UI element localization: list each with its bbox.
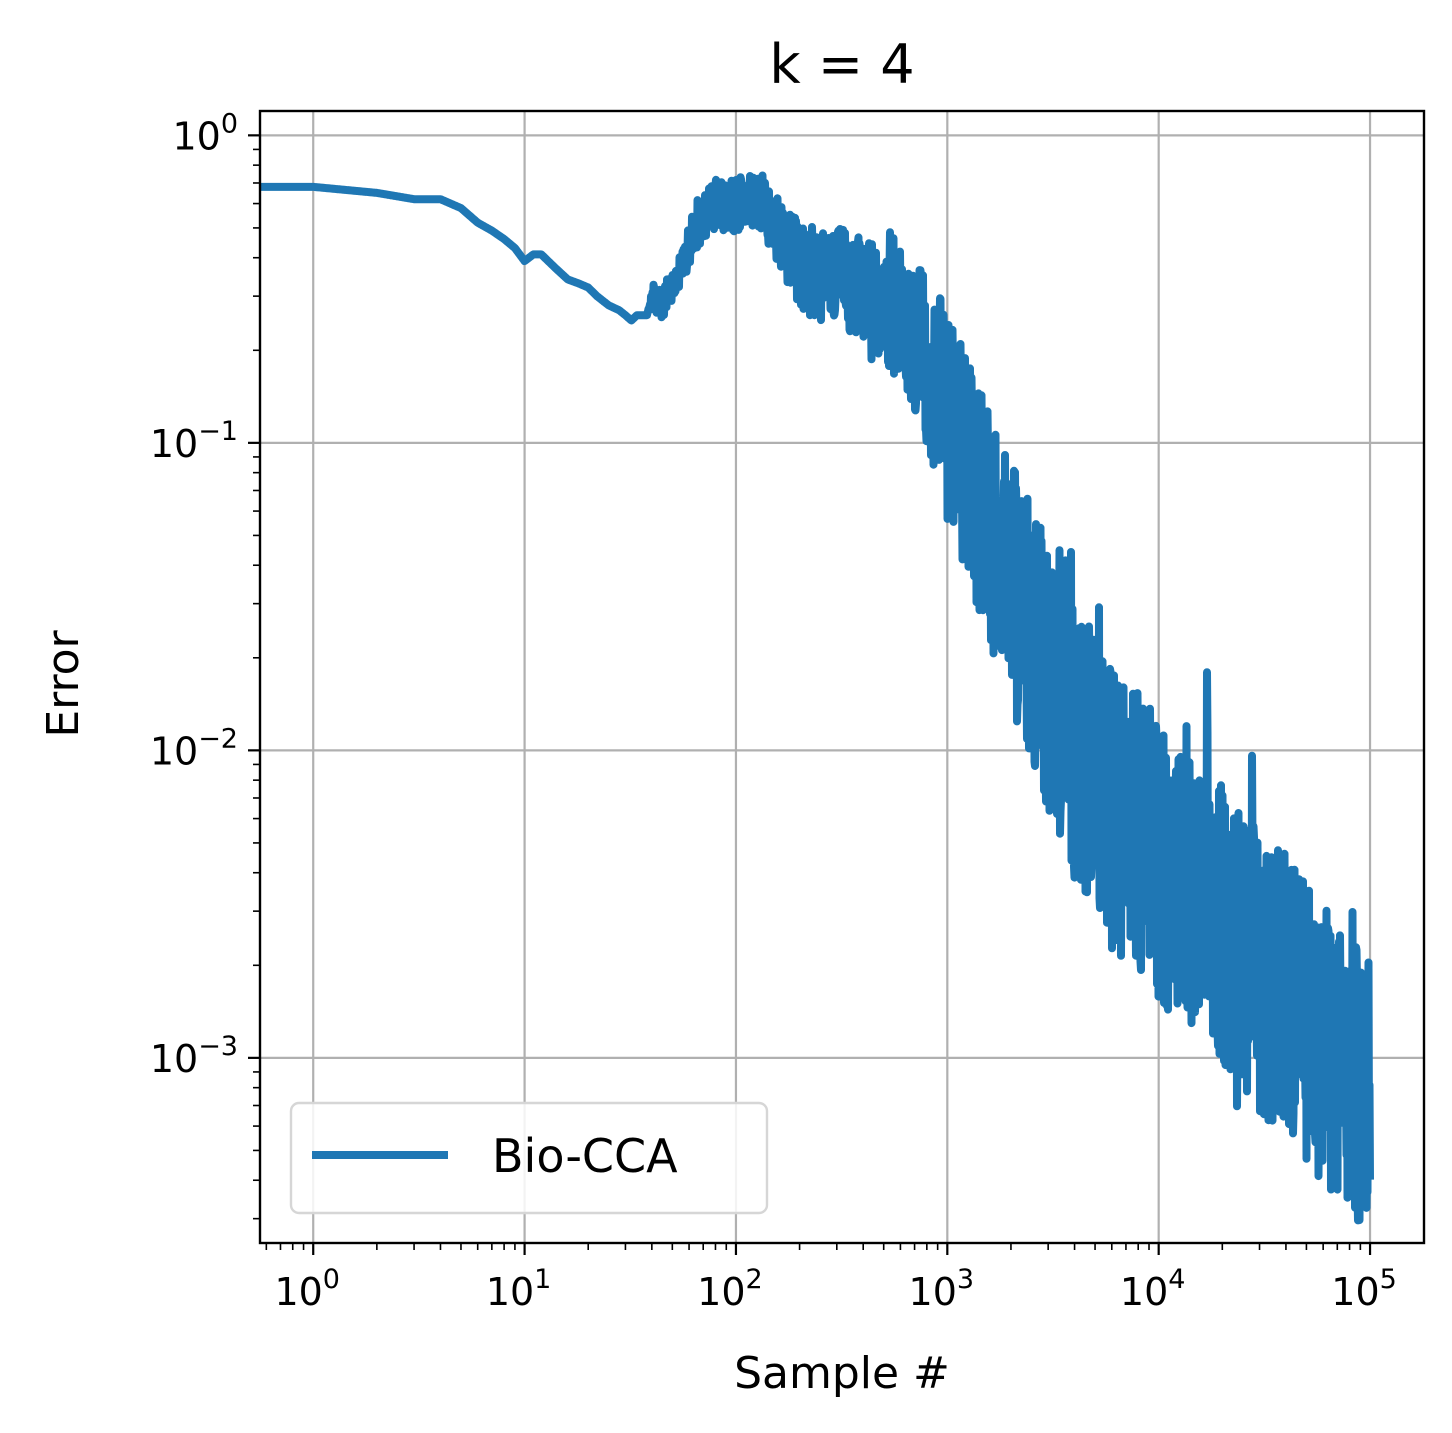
plot-series <box>256 171 1374 1225</box>
y-tick-label-exp: 0 <box>221 108 238 139</box>
x-tick-label: 101 <box>486 1264 552 1314</box>
x-tick-label-exp: 0 <box>323 1264 340 1295</box>
x-tick-label-exp: 2 <box>746 1264 763 1295</box>
tick-marks <box>248 134 1372 1255</box>
y-tick-label-exp: −2 <box>198 723 238 754</box>
x-axis-label: Sample # <box>734 1348 950 1399</box>
y-tick-label-base: 10 <box>172 114 220 158</box>
y-tick-label-base: 10 <box>150 1037 198 1081</box>
x-tick-label-exp: 5 <box>1380 1264 1397 1295</box>
y-tick-label-base: 10 <box>150 422 198 466</box>
y-axis-label: Error <box>38 629 89 737</box>
legend-label: Bio-CCA <box>492 1129 678 1183</box>
x-tick-label-base: 10 <box>486 1270 534 1314</box>
plot-frame <box>258 109 1426 1245</box>
y-tick-label: 100 <box>172 108 238 158</box>
x-tick-label: 102 <box>697 1264 763 1314</box>
x-tick-label-base: 10 <box>697 1270 745 1314</box>
axes <box>258 109 1426 1245</box>
y-tick-label-base: 10 <box>150 729 198 773</box>
x-tick-label-base: 10 <box>1331 1270 1379 1314</box>
x-tick-label: 100 <box>274 1264 340 1314</box>
y-tick-label: 10−1 <box>150 416 238 466</box>
x-tick-label-base: 10 <box>274 1270 322 1314</box>
x-tick-label-base: 10 <box>1120 1270 1168 1314</box>
legend: Bio-CCA <box>289 1101 769 1215</box>
series-line-bio-cca <box>256 171 1374 1225</box>
x-tick-label-base: 10 <box>909 1270 957 1314</box>
x-tick-label: 105 <box>1331 1264 1397 1314</box>
x-tick-label: 103 <box>909 1264 975 1314</box>
x-tick-label-exp: 3 <box>957 1264 974 1295</box>
x-tick-label: 104 <box>1120 1264 1186 1314</box>
chart-title: k = 4 <box>769 33 914 96</box>
x-tick-label-exp: 4 <box>1168 1264 1185 1295</box>
y-tick-label-exp: −3 <box>198 1031 238 1062</box>
y-tick-label: 10−3 <box>150 1031 238 1081</box>
y-tick-label-exp: −1 <box>198 416 238 447</box>
x-tick-label-exp: 1 <box>534 1264 551 1295</box>
y-tick-label: 10−2 <box>150 723 238 773</box>
legend-box <box>289 1101 769 1215</box>
